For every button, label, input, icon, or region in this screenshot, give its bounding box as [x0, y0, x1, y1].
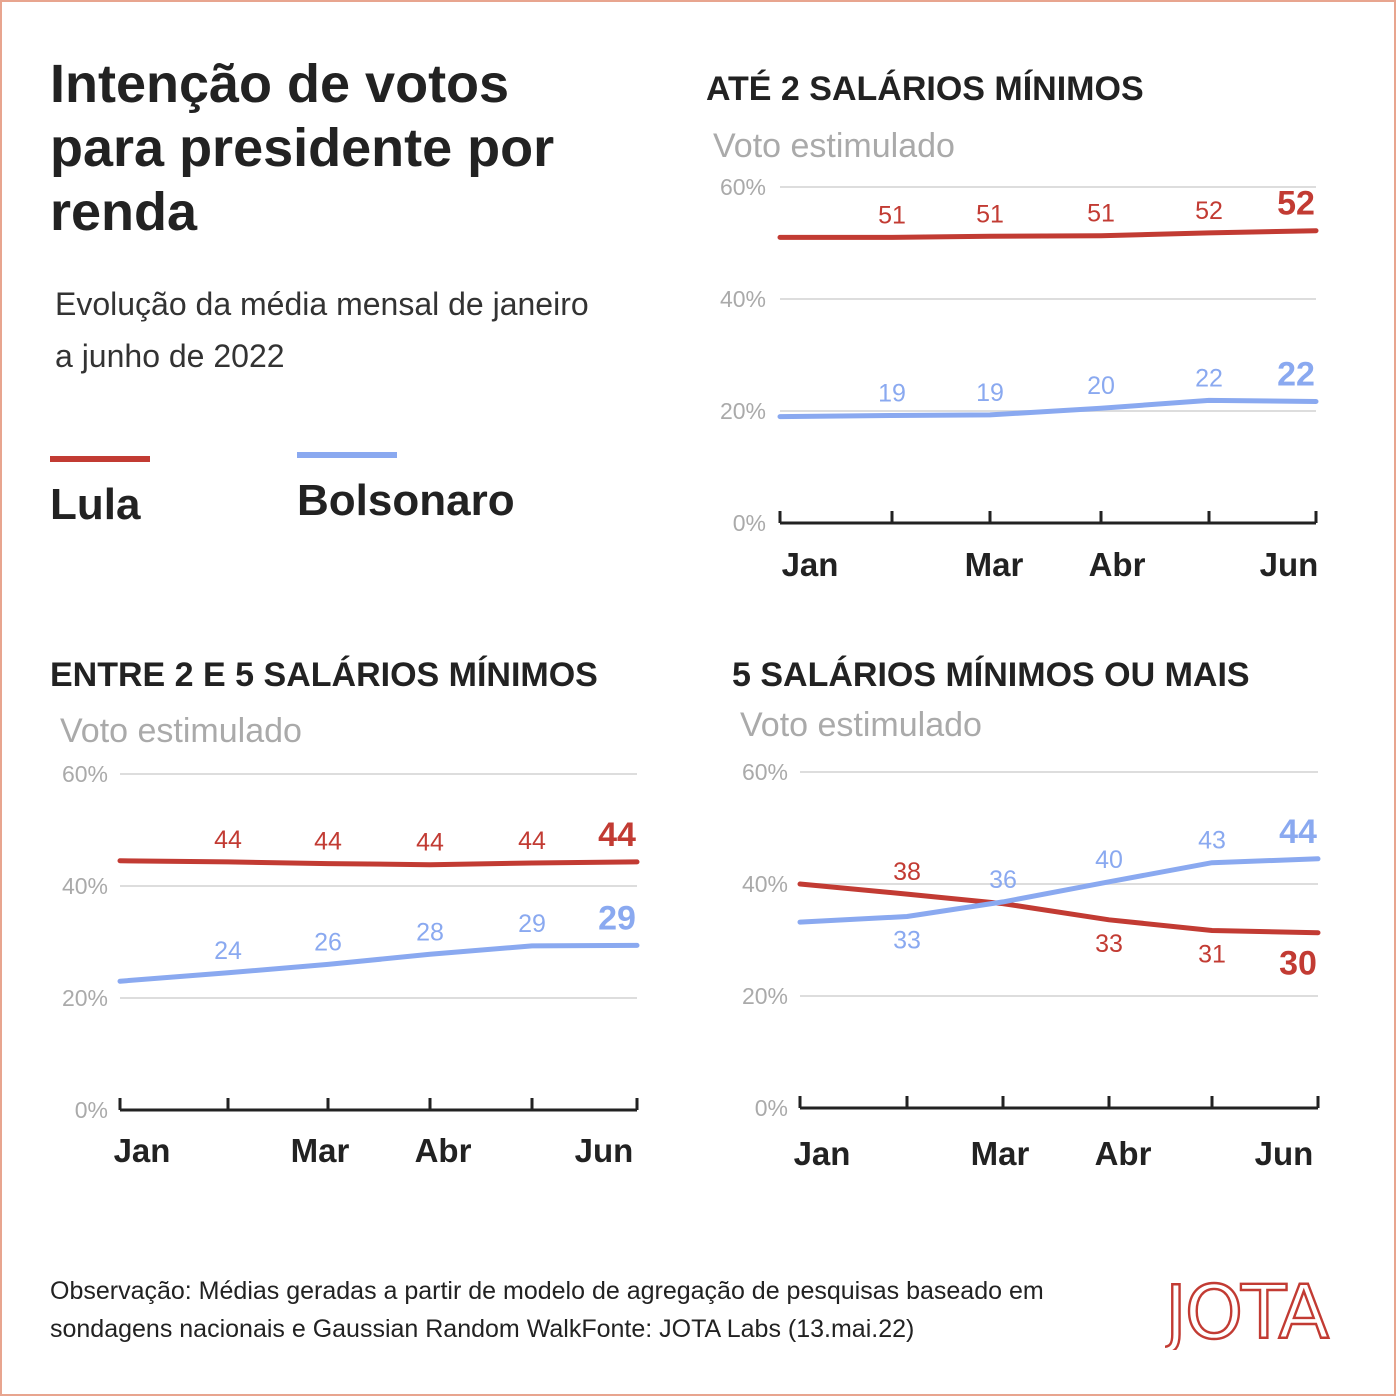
data-label-bolsonaro: 20 — [1087, 372, 1115, 400]
data-label-bolsonaro: 40 — [1095, 846, 1123, 874]
y-tick-label: 0% — [755, 1095, 788, 1121]
legend-label-bolsonaro: Bolsonaro — [297, 476, 515, 525]
x-tick-label-abr: Abr — [1095, 1135, 1152, 1172]
x-tick-label-jan: Jan — [782, 546, 839, 583]
chart-title: ATÉ 2 SALÁRIOS MÍNIMOS — [706, 70, 1144, 108]
page-title: Intenção de votos para presidente por re… — [50, 54, 555, 242]
data-label-bolsonaro: 24 — [214, 937, 242, 965]
legend-swatch-lula — [50, 456, 150, 462]
y-tick-label: 20% — [742, 983, 788, 1009]
series-line-bolsonaro — [797, 856, 1321, 925]
y-tick-label: 0% — [733, 510, 766, 536]
data-label-lula: 44 — [416, 829, 444, 857]
legend-swatch-bolsonaro — [297, 452, 397, 458]
x-tick-label-abr: Abr — [1089, 546, 1146, 583]
y-tick-label: 60% — [62, 761, 108, 787]
chart-panel-ate-2-salarios: ATÉ 2 SALÁRIOS MÍNIMOS Voto estimulado 0% 2… — [706, 70, 1319, 583]
data-label-bolsonaro: 26 — [314, 928, 342, 956]
series-line-lula — [797, 881, 1321, 936]
data-label-bolsonaro: 29 — [598, 899, 636, 937]
chart-subtitle: Voto estimulado — [740, 706, 982, 744]
y-tick-label: 40% — [62, 873, 108, 899]
data-label-lula: 38 — [893, 858, 921, 886]
x-tick-label-mar: Mar — [971, 1135, 1030, 1172]
data-label-bolsonaro: 19 — [878, 379, 906, 407]
series-line-bolsonaro — [117, 942, 640, 984]
y-tick-label: 20% — [62, 985, 108, 1011]
data-label-lula: 44 — [314, 828, 342, 856]
y-tick-label: 0% — [75, 1097, 108, 1123]
x-tick-label-abr: Abr — [415, 1132, 472, 1169]
data-label-bolsonaro: 19 — [976, 379, 1004, 407]
data-label-lula: 30 — [1279, 945, 1317, 983]
data-label-lula: 44 — [518, 827, 546, 855]
series-line-lula — [117, 858, 640, 868]
chart-panel-5-salarios-ou-mais: 5 SALÁRIOS MÍNIMOS OU MAIS Voto estimulad… — [732, 656, 1321, 1172]
x-tick-label-jun: Jun — [575, 1132, 634, 1169]
x-tick-label-mar: Mar — [965, 546, 1024, 583]
data-label-lula: 33 — [1095, 930, 1123, 958]
data-label-bolsonaro: 28 — [416, 918, 444, 946]
data-label-lula: 51 — [878, 201, 906, 229]
x-tick-label-jan: Jan — [794, 1135, 851, 1172]
x-tick-label-mar: Mar — [291, 1132, 350, 1169]
data-label-lula: 52 — [1277, 185, 1315, 223]
y-tick-label: 40% — [720, 286, 766, 312]
data-label-lula: 44 — [598, 816, 636, 854]
y-tick-label: 40% — [742, 871, 788, 897]
data-label-bolsonaro: 29 — [518, 910, 546, 938]
x-tick-label-jun: Jun — [1260, 546, 1319, 583]
data-label-lula: 31 — [1198, 940, 1226, 968]
data-label-bolsonaro: 44 — [1279, 813, 1317, 851]
data-label-lula: 51 — [1087, 200, 1115, 228]
data-label-bolsonaro: 22 — [1277, 355, 1315, 393]
legend-item-lula: Lula — [50, 456, 150, 530]
chart-subtitle: Voto estimulado — [713, 127, 955, 165]
data-label-bolsonaro: 33 — [893, 926, 921, 954]
chart-panel-entre-2-e-5-salarios: ENTRE 2 E 5 SALÁRIOS MÍNIMOS Voto estimul… — [50, 656, 640, 1169]
data-label-bolsonaro: 36 — [989, 866, 1017, 894]
footnote: Observação: Médias geradas a partir de m… — [50, 1277, 1044, 1343]
data-label-bolsonaro: 43 — [1198, 827, 1226, 855]
chart-title: 5 SALÁRIOS MÍNIMOS OU MAIS — [732, 656, 1250, 694]
jota-logo-text: JOTA — [1165, 1270, 1330, 1350]
y-tick-label: 60% — [720, 174, 766, 200]
legend-label-lula: Lula — [50, 480, 141, 529]
series-line-bolsonaro — [777, 397, 1319, 420]
data-label-lula: 52 — [1195, 197, 1223, 225]
y-tick-label: 20% — [720, 398, 766, 424]
data-label-lula: 51 — [976, 200, 1004, 228]
legend-item-bolsonaro: Bolsonaro — [297, 452, 515, 526]
page-subtitle: Evolução da média mensal de janeiro a ju… — [55, 286, 589, 374]
x-tick-label-jan: Jan — [114, 1132, 171, 1169]
chart-subtitle: Voto estimulado — [60, 712, 302, 750]
data-label-lula: 44 — [214, 826, 242, 854]
jota-logo: JOTA — [1165, 1270, 1333, 1350]
y-tick-label: 60% — [742, 759, 788, 785]
data-label-bolsonaro: 22 — [1195, 364, 1223, 392]
x-tick-label-jun: Jun — [1255, 1135, 1314, 1172]
chart-title: ENTRE 2 E 5 SALÁRIOS MÍNIMOS — [50, 656, 598, 694]
series-line-lula — [777, 228, 1319, 240]
